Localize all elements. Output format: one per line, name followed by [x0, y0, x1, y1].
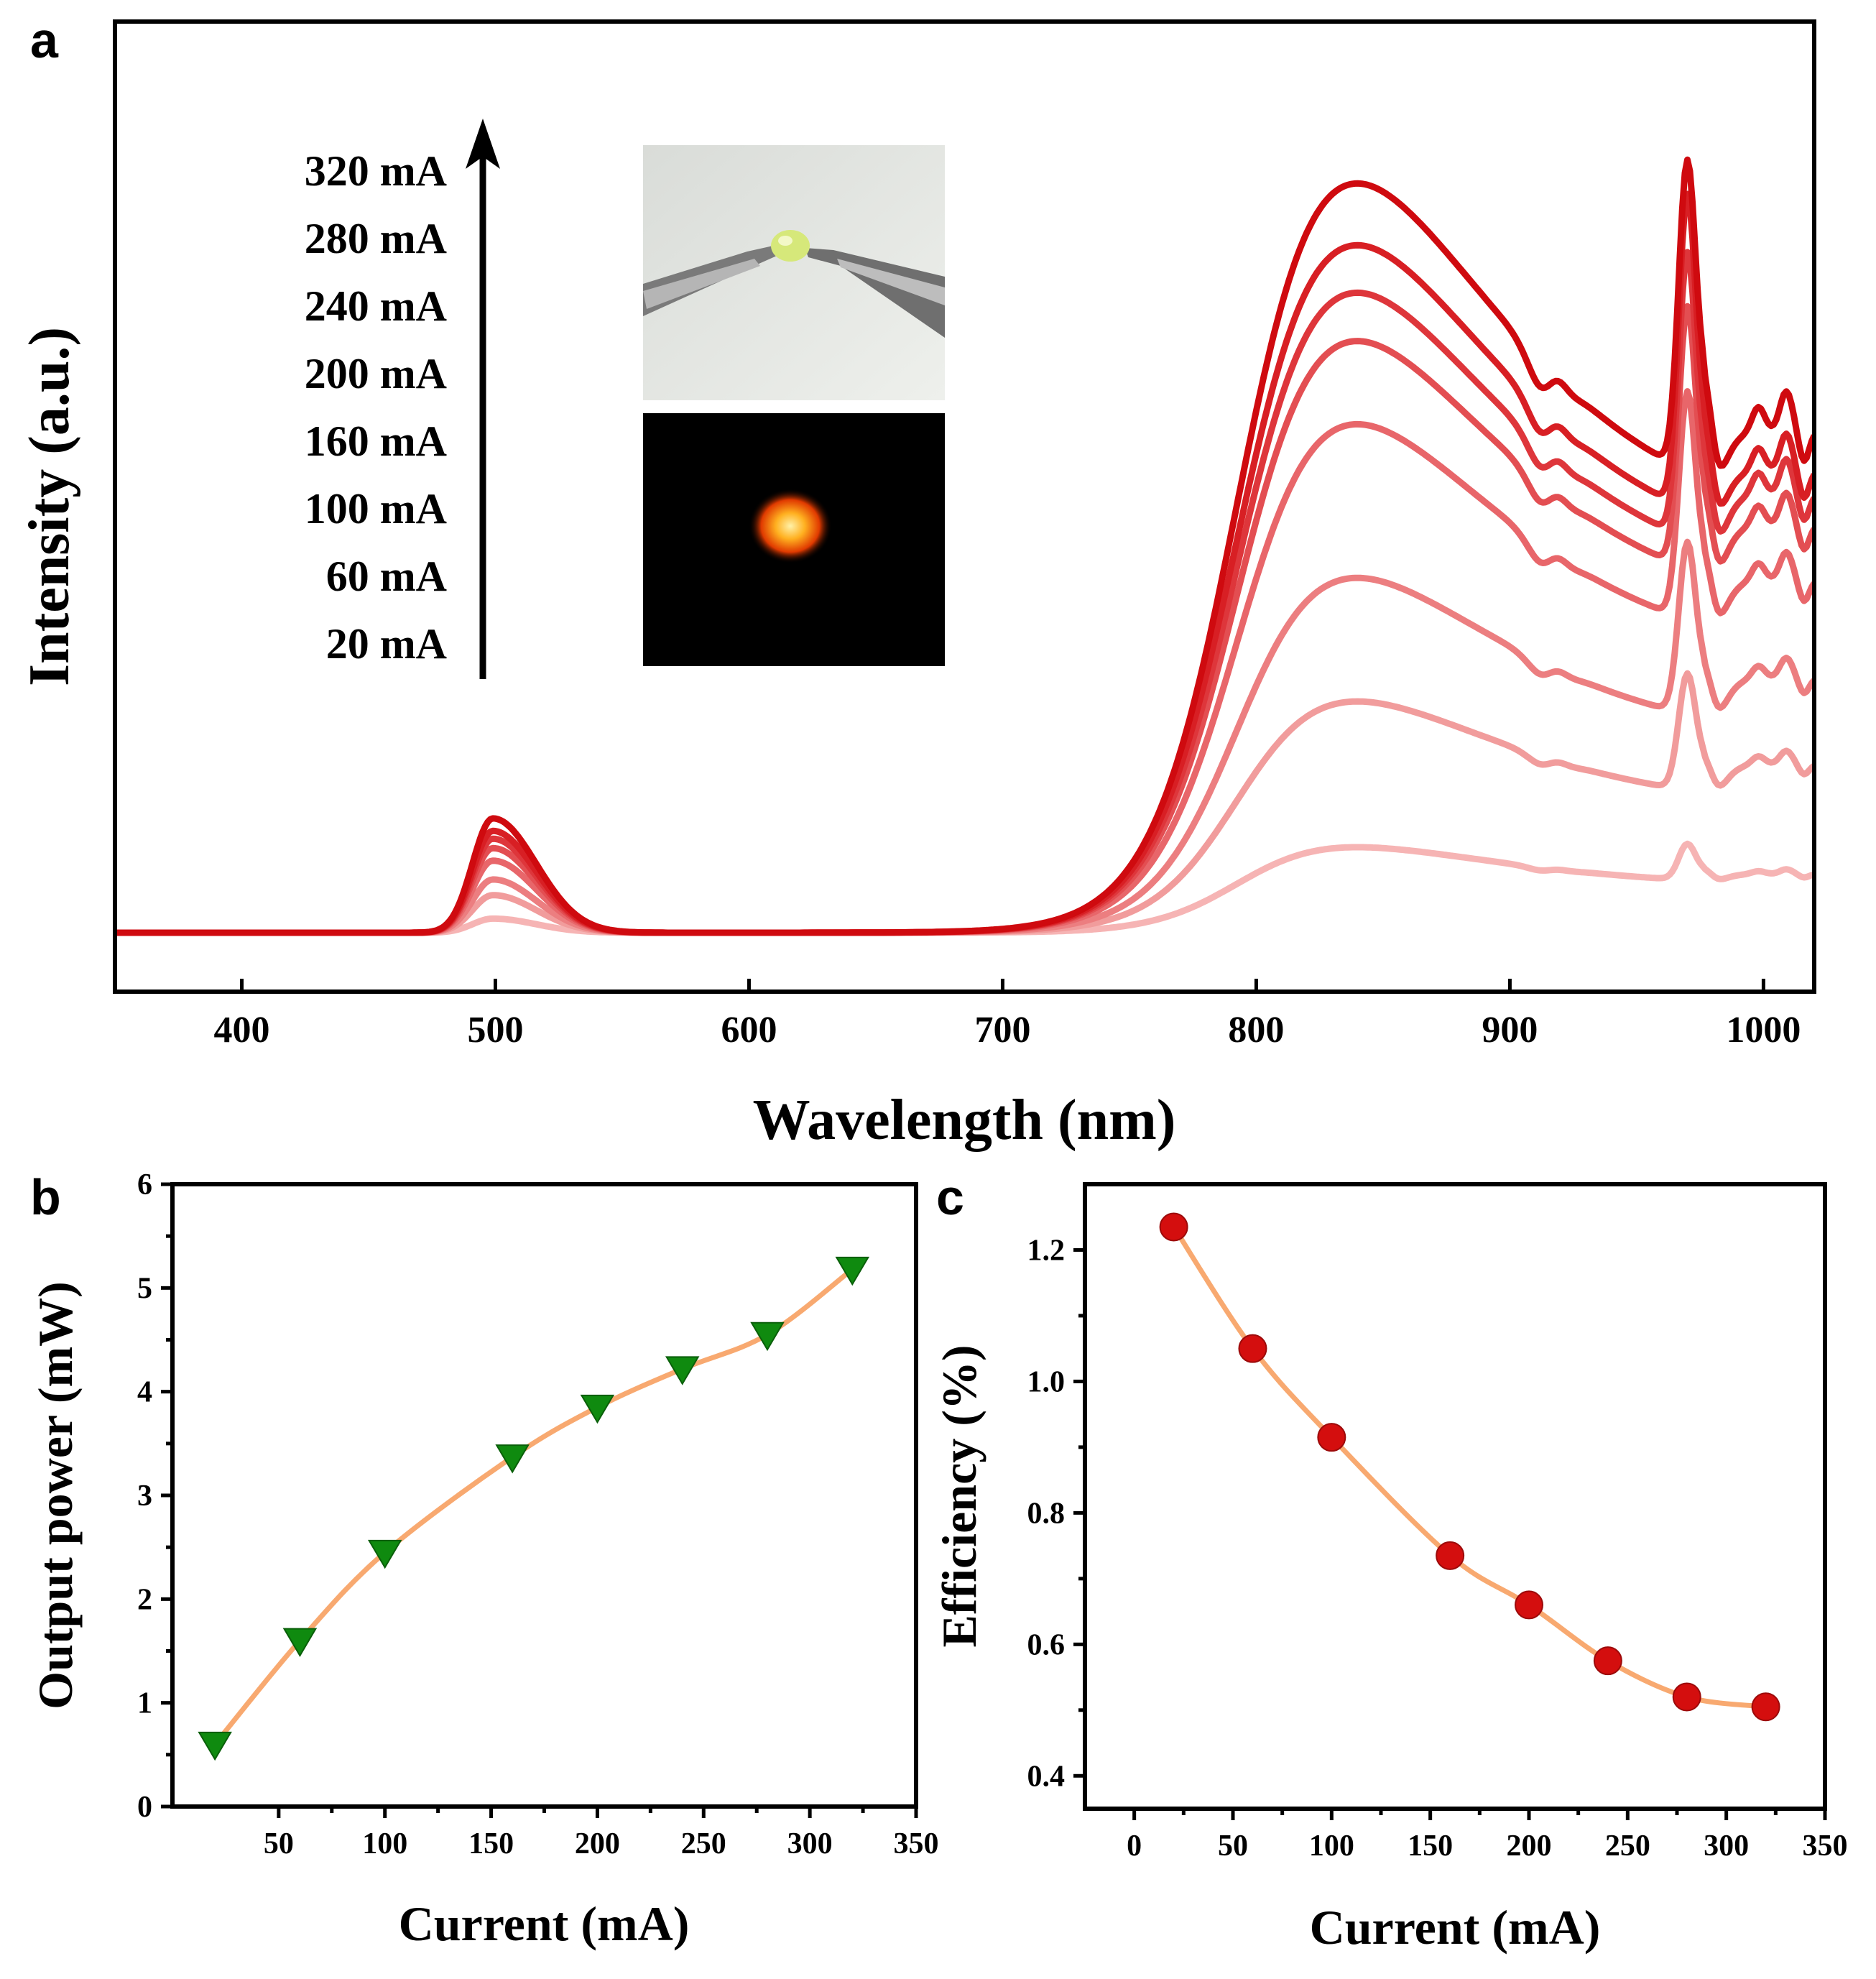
x-tick-label-800: 800: [1228, 1010, 1284, 1051]
panel-c-label: c: [936, 1169, 964, 1225]
x-tick-label-350: 350: [894, 1827, 939, 1860]
inset-emission-photo: [643, 413, 945, 666]
y-tick-label-0.8: 0.8: [1027, 1497, 1066, 1530]
panel-a-x-ticks: 400 500 600 700 800 900 1000: [213, 979, 1801, 1051]
fit-line: [1171, 1225, 1767, 1710]
x-tick-label-300: 300: [787, 1827, 833, 1860]
current-label-160: 160 mA: [305, 418, 447, 465]
x-tick-label-50: 50: [1218, 1830, 1248, 1863]
data-point-60: [282, 1628, 318, 1657]
current-legend: 320 mA 280 mA 240 mA 200 mA 160 mA 100 m…: [305, 119, 500, 679]
panel-a-frame: [113, 19, 1816, 994]
current-label-240: 240 mA: [305, 282, 447, 330]
x-tick-label-400: 400: [213, 1010, 269, 1051]
y-tick-label-1: 1: [137, 1687, 152, 1720]
y-tick-label-4: 4: [137, 1376, 152, 1409]
x-tick-label-100: 100: [1309, 1830, 1354, 1863]
data-point-280: [750, 1321, 785, 1352]
x-tick-label-250: 250: [1605, 1830, 1650, 1863]
panel-b-x-axis-title: Current (mA): [399, 1896, 690, 1951]
current-label-60: 60 mA: [326, 553, 447, 600]
y-tick-label-0.4: 0.4: [1027, 1760, 1066, 1793]
data-point-200: [580, 1394, 615, 1424]
fit-line: [213, 1267, 854, 1746]
x-tick-label-200: 200: [575, 1827, 620, 1860]
y-tick-label-3: 3: [137, 1480, 152, 1513]
current-label-100: 100 mA: [305, 485, 447, 532]
spectrum-line-20-mA: [115, 840, 1814, 936]
data-point-160: [495, 1444, 530, 1474]
panel-b: 50 100 150 200 250 300 350 0 1 2 3 4 5 6 Current (mA)…: [28, 1168, 939, 1951]
data-point-240: [1593, 1646, 1622, 1676]
panel-a: 400 500 600 700 800 900 1000 Wavelength (nm) I…: [18, 19, 1816, 1152]
panel-c-frame: [1083, 1182, 1827, 1811]
data-point-100: [367, 1539, 402, 1569]
led-dome: [771, 230, 810, 262]
inset-device-photo: [643, 145, 945, 400]
data-point-20: [198, 1731, 232, 1761]
x-tick-label-500: 500: [467, 1010, 523, 1051]
x-tick-label-700: 700: [974, 1010, 1030, 1051]
emission-spot: [749, 489, 832, 563]
panel-c-ticks: 0 50 100 150 200 250 300 350 0.4 0.6 0.8 1.0 1.2: [1027, 1234, 1848, 1863]
x-tick-label-250: 250: [681, 1827, 726, 1860]
data-point-60: [1238, 1334, 1267, 1363]
data-point-240: [665, 1356, 700, 1385]
x-tick-label-900: 900: [1482, 1010, 1538, 1051]
panel-c: 0 50 100 150 200 250 300 350 0.4 0.6 0.8 1.0 1.2 Cur…: [932, 1182, 1848, 1955]
spectrum-line-320-mA: [115, 156, 1814, 936]
spectra-curves: [115, 156, 1814, 936]
spectrum-line-100-mA: [115, 538, 1814, 936]
panel-a-label: a: [30, 12, 59, 68]
panel-a-x-axis-title: Wavelength (nm): [753, 1089, 1176, 1152]
current-label-20: 20 mA: [326, 620, 447, 668]
panel-a-y-axis-title: Intensity (a.u.): [18, 327, 81, 686]
x-tick-label-300: 300: [1704, 1830, 1749, 1863]
increase-arrow-head: [466, 119, 500, 169]
data-point-200: [1515, 1590, 1543, 1620]
panel-b-label: b: [30, 1169, 61, 1225]
y-tick-label-2: 2: [137, 1583, 152, 1616]
x-tick-label-150: 150: [468, 1827, 514, 1860]
data-point-320: [1751, 1692, 1780, 1722]
y-tick-label-6: 6: [137, 1168, 152, 1201]
y-tick-label-1.2: 1.2: [1027, 1234, 1066, 1267]
data-point-280: [1672, 1682, 1701, 1712]
x-tick-label-200: 200: [1507, 1830, 1552, 1863]
current-label-280: 280 mA: [305, 215, 447, 262]
current-label-200: 200 mA: [305, 350, 447, 397]
x-tick-label-100: 100: [362, 1827, 407, 1860]
data-point-20: [1159, 1212, 1188, 1242]
panel-b-y-axis-title: Output power (mW): [28, 1281, 83, 1710]
panel-b-marks: [198, 1256, 870, 1761]
panel-b-frame: [170, 1182, 918, 1809]
current-label-320: 320 mA: [305, 147, 447, 195]
x-tick-label-150: 150: [1408, 1830, 1453, 1863]
spectrum-line-60-mA: [115, 670, 1814, 936]
x-tick-label-350: 350: [1803, 1830, 1848, 1863]
right-electrode: [805, 248, 945, 338]
y-tick-label-1: 1.0: [1027, 1365, 1066, 1398]
x-tick-label-0: 0: [1127, 1830, 1142, 1863]
y-tick-label-5: 5: [137, 1272, 152, 1305]
panel-c-y-axis-title: Efficiency (%): [932, 1344, 986, 1647]
data-point-320: [835, 1256, 870, 1286]
data-point-100: [1317, 1423, 1346, 1452]
panel-c-x-axis-title: Current (mA): [1310, 1900, 1601, 1955]
y-tick-label-0.6: 0.6: [1027, 1628, 1066, 1661]
x-tick-label-50: 50: [264, 1827, 294, 1860]
data-point-160: [1436, 1541, 1465, 1570]
x-tick-label-600: 600: [721, 1010, 777, 1051]
panel-b-ticks: 50 100 150 200 250 300 350 0 1 2 3 4 5 6: [137, 1168, 939, 1860]
panel-c-marks: [1159, 1212, 1780, 1722]
x-tick-label-1000: 1000: [1726, 1010, 1801, 1051]
y-tick-label-0: 0: [137, 1791, 152, 1824]
